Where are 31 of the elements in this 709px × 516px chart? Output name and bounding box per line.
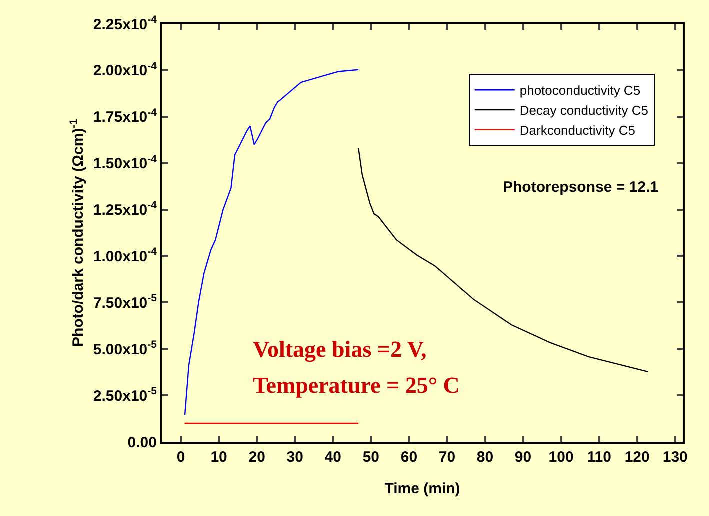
annotation: Voltage bias =2 V, [253,337,427,363]
x-tick-label: 0 [176,449,186,466]
y-tick-label: 1.00x10$^{-4}$ [93,246,158,266]
y-tick-label: 1.50x10$^{-4}$ [93,153,158,173]
y-tick-label: 2.25x10$^{-4}$ [93,14,158,34]
x-tick-label: 20 [248,449,266,466]
legend-label: photoconductivity C5 [520,83,641,98]
x-tick-label: 100 [548,449,574,466]
x-axis-title: Time (min) [384,480,460,498]
y-tick-label: 7.50x10$^{-5}$ [93,292,158,312]
annotation: Photorepsonse = 12.1 [503,179,658,196]
x-tick-label: 90 [514,449,532,466]
x-tick-label: 40 [324,449,342,466]
y-tick-label: 2.50x10$^{-5}$ [93,386,158,405]
y-tick-label: 1.25x10$^{-4}$ [93,200,158,220]
x-tick-label: 10 [210,449,228,466]
x-tick-label: 120 [624,449,650,466]
y-tick-label: 5.00x10$^{-5}$ [93,339,158,358]
legend-label: Darkconductivity C5 [520,122,636,138]
y-tick-label: 0.00 [128,434,157,452]
x-tick-label: 70 [438,449,456,466]
x-tick-label: 50 [362,449,380,466]
x-tick-label: 110 [587,449,612,466]
y-tick-label: 1.75x10$^{-4}$ [93,106,158,126]
x-tick-label: 130 [662,449,688,466]
x-tick-label: 80 [476,449,494,466]
x-tick-label: 60 [400,449,418,466]
legend-label: Decay conductivity C5 [520,103,648,118]
x-tick-label: 30 [286,449,304,466]
y-tick-label: 2.00x10$^{-4}$ [93,60,158,80]
annotation: Temperature = 25° C [253,373,460,398]
